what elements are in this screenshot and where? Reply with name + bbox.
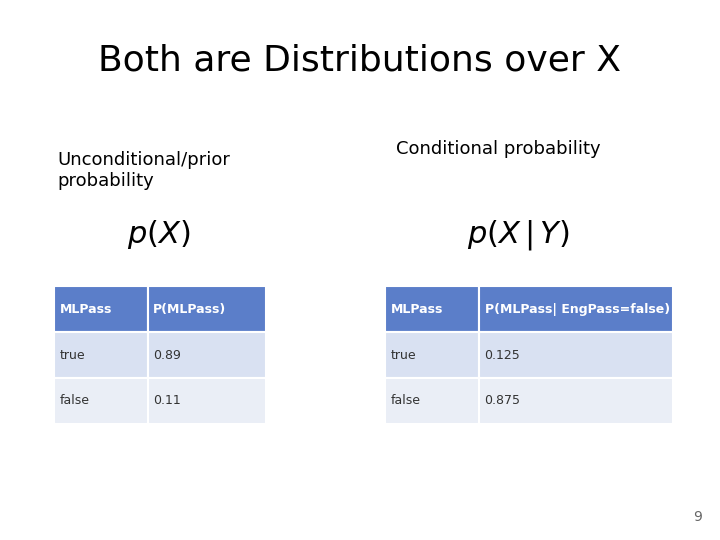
Text: 0.875: 0.875 [485, 394, 521, 408]
Text: Unconditional/prior
probability: Unconditional/prior probability [58, 151, 230, 190]
Text: $\mathit{p}(X)$: $\mathit{p}(X)$ [127, 218, 190, 252]
FancyBboxPatch shape [148, 378, 266, 424]
Text: 0.11: 0.11 [153, 394, 181, 408]
FancyBboxPatch shape [479, 332, 673, 378]
FancyBboxPatch shape [479, 378, 673, 424]
Text: true: true [60, 348, 86, 362]
Text: MLPass: MLPass [60, 302, 112, 316]
FancyBboxPatch shape [148, 286, 266, 332]
Text: 0.89: 0.89 [153, 348, 181, 362]
FancyBboxPatch shape [385, 332, 479, 378]
Text: MLPass: MLPass [391, 302, 444, 316]
Text: P(MLPass): P(MLPass) [153, 302, 227, 316]
FancyBboxPatch shape [385, 378, 479, 424]
Text: $\mathit{p}(X\,|\,Y)$: $\mathit{p}(X\,|\,Y)$ [467, 218, 570, 252]
Text: 0.125: 0.125 [485, 348, 521, 362]
Text: Conditional probability: Conditional probability [396, 140, 600, 158]
Text: P(MLPass| EngPass=false): P(MLPass| EngPass=false) [485, 302, 670, 316]
FancyBboxPatch shape [479, 286, 673, 332]
FancyBboxPatch shape [385, 286, 479, 332]
FancyBboxPatch shape [54, 332, 148, 378]
Text: Both are Distributions over X: Both are Distributions over X [99, 43, 621, 77]
FancyBboxPatch shape [54, 286, 148, 332]
Text: 9: 9 [693, 510, 702, 524]
FancyBboxPatch shape [54, 378, 148, 424]
Text: false: false [60, 394, 90, 408]
Text: true: true [391, 348, 417, 362]
Text: false: false [391, 394, 421, 408]
FancyBboxPatch shape [148, 332, 266, 378]
